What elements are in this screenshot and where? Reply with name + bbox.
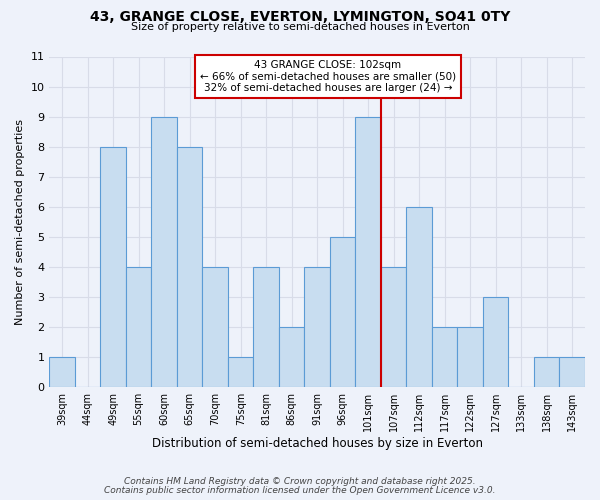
Text: 43, GRANGE CLOSE, EVERTON, LYMINGTON, SO41 0TY: 43, GRANGE CLOSE, EVERTON, LYMINGTON, SO… <box>90 10 510 24</box>
Bar <box>534 357 559 387</box>
Bar <box>559 357 585 387</box>
Bar <box>330 237 355 387</box>
Bar <box>457 327 483 387</box>
X-axis label: Distribution of semi-detached houses by size in Everton: Distribution of semi-detached houses by … <box>152 437 483 450</box>
Bar <box>126 267 151 387</box>
Bar <box>100 146 126 387</box>
Bar <box>483 297 508 387</box>
Y-axis label: Number of semi-detached properties: Number of semi-detached properties <box>15 119 25 325</box>
Text: Contains HM Land Registry data © Crown copyright and database right 2025.: Contains HM Land Registry data © Crown c… <box>124 477 476 486</box>
Bar <box>355 116 381 387</box>
Bar <box>279 327 304 387</box>
Bar <box>49 357 75 387</box>
Bar <box>304 267 330 387</box>
Bar <box>381 267 406 387</box>
Bar <box>432 327 457 387</box>
Text: Contains public sector information licensed under the Open Government Licence v3: Contains public sector information licen… <box>104 486 496 495</box>
Text: 43 GRANGE CLOSE: 102sqm
← 66% of semi-detached houses are smaller (50)
32% of se: 43 GRANGE CLOSE: 102sqm ← 66% of semi-de… <box>200 60 456 93</box>
Bar <box>177 146 202 387</box>
Text: Size of property relative to semi-detached houses in Everton: Size of property relative to semi-detach… <box>131 22 469 32</box>
Bar <box>406 207 432 387</box>
Bar <box>151 116 177 387</box>
Bar <box>202 267 228 387</box>
Bar <box>253 267 279 387</box>
Bar <box>228 357 253 387</box>
